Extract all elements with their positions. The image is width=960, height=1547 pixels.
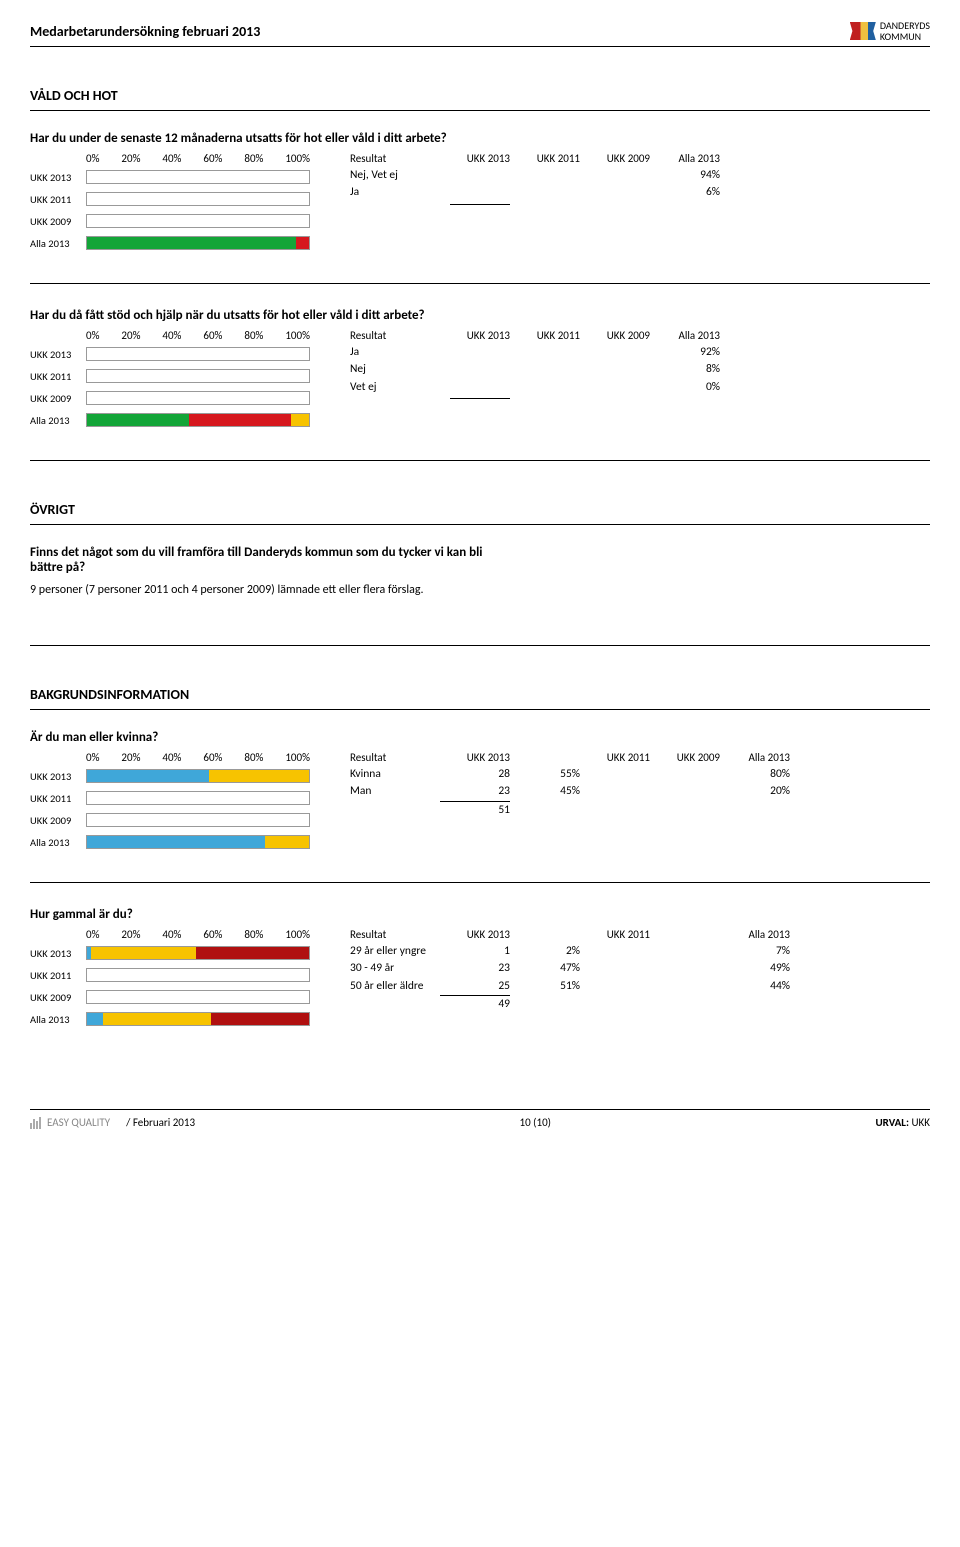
- bar-row: UKK 2013: [30, 167, 310, 187]
- result-row: Vet ej0%: [350, 379, 930, 396]
- q4-total: 49: [440, 995, 510, 1013]
- open-question-note: 9 personer (7 personer 2011 och 4 person…: [30, 583, 930, 597]
- logo-text: DANDERYDS KOMMUN: [880, 20, 930, 42]
- question-block-q1: Har du under de senaste 12 månaderna uts…: [30, 131, 930, 284]
- q4-chart: 0% 20% 40% 60% 80% 100% UKK 2013UKK 2011…: [30, 928, 310, 1031]
- bar-row: UKK 2013: [30, 943, 310, 963]
- bar-row: UKK 2009: [30, 211, 310, 231]
- municipality-logo: DANDERYDS KOMMUN: [850, 20, 930, 42]
- page-header: Medarbetarundersökning februari 2013 DAN…: [30, 20, 930, 47]
- open-question-text: Finns det något som du vill framföra til…: [30, 545, 510, 575]
- bar-row: Alla 2013: [30, 832, 310, 852]
- axis-labels: 0% 20% 40% 60% 80% 100%: [86, 152, 310, 165]
- open-question-block: Finns det något som du vill framföra til…: [30, 545, 930, 646]
- q3-text: Är du man eller kvinna?: [30, 730, 930, 745]
- q4-results: Resultat UKK 2013 UKK 2011 Alla 2013 29 …: [350, 928, 930, 1013]
- q2-chart: 0% 20% 40% 60% 80% 100% UKK 2013UKK 2011…: [30, 329, 310, 432]
- result-row: 30 - 49 år2347%49%: [350, 960, 930, 977]
- q2-text: Har du då fått stöd och hjälp när du uts…: [30, 308, 930, 323]
- page-footer: EASY QUALITY / Februari 2013 10 (10) URV…: [30, 1109, 930, 1129]
- bar-row: UKK 2013: [30, 766, 310, 786]
- q2-results: Resultat UKK 2013 UKK 2011 UKK 2009 Alla…: [350, 329, 930, 401]
- result-row: Ja6%: [350, 184, 930, 201]
- easy-quality-icon: [30, 1117, 41, 1129]
- bar-row: UKK 2011: [30, 788, 310, 808]
- bar-row: UKK 2011: [30, 965, 310, 985]
- q4-text: Hur gammal är du?: [30, 907, 930, 922]
- bar-row: UKK 2011: [30, 366, 310, 386]
- flag-icon: [850, 22, 876, 40]
- q3-chart: 0% 20% 40% 60% 80% 100% UKK 2013UKK 2011…: [30, 751, 310, 854]
- footer-date: / Februari 2013: [126, 1116, 195, 1129]
- result-row: 29 år eller yngre12%7%: [350, 943, 930, 960]
- question-block-q4: Hur gammal är du? 0% 20% 40% 60% 80% 100…: [30, 907, 930, 1059]
- section-ovrigt: ÖVRIGT: [30, 501, 930, 525]
- q3-total: 51: [440, 801, 510, 819]
- result-row: Man2345%20%: [350, 783, 930, 800]
- q1-text: Har du under de senaste 12 månaderna uts…: [30, 131, 930, 146]
- q1-results: Resultat UKK 2013 UKK 2011 UKK 2009 Alla…: [350, 152, 930, 207]
- q1-chart: 0% 20% 40% 60% 80% 100% UKK 2013UKK 2011…: [30, 152, 310, 255]
- result-row: 50 år eller äldre2551%44%: [350, 978, 930, 995]
- result-row: Ja92%: [350, 344, 930, 361]
- bar-row: UKK 2013: [30, 344, 310, 364]
- bar-row: Alla 2013: [30, 233, 310, 253]
- footer-page: 10 (10): [520, 1116, 551, 1129]
- bar-row: Alla 2013: [30, 1009, 310, 1029]
- question-block-q2: Har du då fått stöd och hjälp när du uts…: [30, 308, 930, 461]
- footer-logo-text: EASY QUALITY: [47, 1116, 110, 1129]
- bar-row: UKK 2009: [30, 388, 310, 408]
- bar-row: Alla 2013: [30, 410, 310, 430]
- q3-results: Resultat UKK 2013 UKK 2011 UKK 2009 Alla…: [350, 751, 930, 819]
- bar-row: UKK 2009: [30, 987, 310, 1007]
- bar-row: UKK 2011: [30, 189, 310, 209]
- section-vald-och-hot: VÅLD OCH HOT: [30, 87, 930, 111]
- result-row: Nej, Vet ej94%: [350, 167, 930, 184]
- header-title: Medarbetarundersökning februari 2013: [30, 23, 260, 40]
- section-bakgrund: BAKGRUNDSINFORMATION: [30, 686, 930, 710]
- result-label-header: Resultat: [350, 152, 440, 165]
- question-block-q3: Är du man eller kvinna? 0% 20% 40% 60% 8…: [30, 730, 930, 883]
- result-row: Kvinna2855%80%: [350, 766, 930, 783]
- underline: [450, 204, 510, 205]
- bar-row: UKK 2009: [30, 810, 310, 830]
- footer-urval: URVAL: UKK: [875, 1116, 930, 1129]
- result-row: Nej8%: [350, 361, 930, 378]
